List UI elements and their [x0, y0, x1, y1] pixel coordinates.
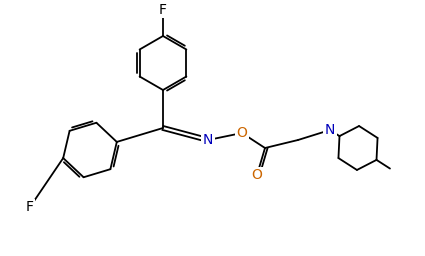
Text: O: O [252, 168, 262, 182]
Text: O: O [237, 126, 247, 140]
Text: F: F [26, 200, 34, 214]
Text: N: N [325, 123, 335, 137]
Text: F: F [159, 3, 167, 17]
Text: N: N [203, 133, 213, 147]
